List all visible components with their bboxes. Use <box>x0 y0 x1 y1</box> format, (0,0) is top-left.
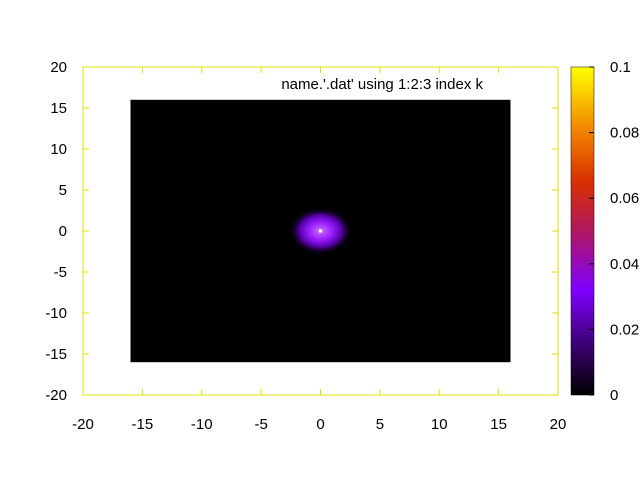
colorbar <box>570 66 595 396</box>
x-tick-label: 0 <box>316 416 324 433</box>
y-tick-label: 10 <box>50 141 67 158</box>
y-tick-label: 5 <box>59 182 67 199</box>
colorbar-tick-label: 0.1 <box>610 59 631 76</box>
x-tick-label: 20 <box>550 416 567 433</box>
colorbar-ticks: 0 0.02 0.04 0.06 0.08 0.1 <box>589 59 639 404</box>
x-axis-ticks: -20 -15 -10 -5 0 5 10 15 20 <box>72 67 566 433</box>
colorbar-tick-label: 0.04 <box>610 256 639 273</box>
x-tick-label: -20 <box>72 416 94 433</box>
heatmap-peak-point <box>319 229 322 233</box>
y-tick-label: 15 <box>50 100 67 117</box>
y-tick-label: -5 <box>54 264 67 281</box>
y-tick-label: 0 <box>59 223 67 240</box>
x-tick-label: 15 <box>490 416 507 433</box>
colorbar-tick-label: 0.02 <box>610 321 639 338</box>
y-axis-ticks: -20 -15 -10 -5 0 5 10 15 20 <box>45 59 558 404</box>
y-tick-label: -20 <box>45 387 67 404</box>
x-tick-label: -10 <box>191 416 213 433</box>
x-tick-label: -15 <box>132 416 154 433</box>
x-tick-label: 5 <box>376 416 384 433</box>
y-tick-label: -10 <box>45 305 67 322</box>
legend-entry: name.'.dat' using 1:2:3 index k <box>281 76 483 93</box>
x-tick-label: -5 <box>254 416 267 433</box>
y-tick-label: 20 <box>50 59 67 76</box>
colorbar-tick-label: 0 <box>610 387 618 404</box>
y-tick-label: -15 <box>45 346 67 363</box>
colorbar-tick-label: 0.06 <box>610 190 639 207</box>
x-tick-label: 10 <box>431 416 448 433</box>
colorbar-tick-label: 0.08 <box>610 125 639 142</box>
